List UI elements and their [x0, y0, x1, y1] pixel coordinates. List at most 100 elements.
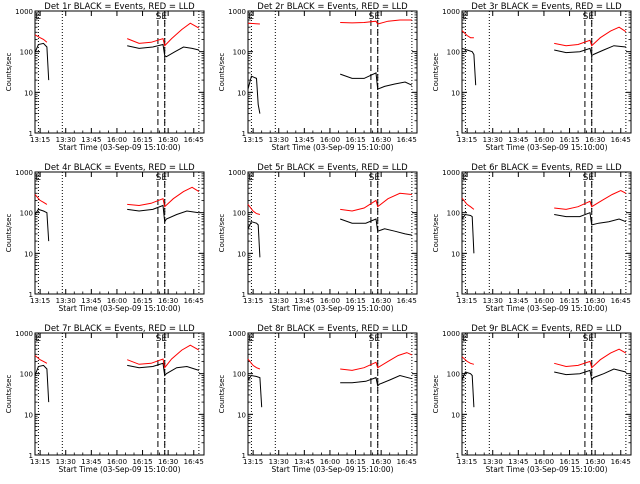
x-tick-label: 16:15	[345, 136, 365, 144]
x-tick-label: 16:30	[158, 458, 178, 466]
x-tick-label: 13:15	[243, 297, 263, 305]
x-tick-label: 13:15	[30, 458, 50, 466]
y-tick-label: 100	[20, 210, 33, 218]
lld-series-line	[247, 204, 261, 215]
x-tick-label: 16:00	[534, 136, 554, 144]
events-series-line	[554, 368, 627, 382]
detector-chart-9: Det 9r BLACK = Events, RED = LLD 1 10 100 10…	[432, 324, 632, 474]
events-series-line	[34, 364, 50, 403]
events-series-line	[247, 374, 263, 408]
events-series-line	[127, 43, 200, 58]
chart-title: Det 7r BLACK = Events, RED = LLD	[44, 324, 195, 334]
events-series-line	[340, 72, 413, 90]
x-tick-label: 16:00	[107, 297, 127, 305]
y-tick-label: 100	[447, 49, 460, 57]
x-tick-label: 16:45	[184, 458, 204, 466]
e-marker-label: E	[462, 334, 468, 344]
lld-series-line	[340, 192, 412, 212]
events-series-line	[461, 371, 475, 408]
x-axis-label: Start Time (03-Sep-09 15:10:00)	[486, 304, 608, 313]
x-tick-label: 13:30	[269, 297, 289, 305]
y-tick-label: 10	[237, 411, 246, 419]
y-axis-label: Counts/sec	[5, 53, 13, 92]
lld-series-line	[554, 189, 627, 210]
e-marker-label: E	[248, 173, 254, 183]
y-axis-label: Counts/sec	[218, 53, 226, 92]
y-tick-label: 10	[451, 250, 460, 258]
x-tick-label: 13:15	[243, 458, 263, 466]
lld-series-line	[461, 30, 474, 39]
lld-series-line	[34, 34, 48, 43]
x-tick-label: 13:30	[56, 458, 76, 466]
x-tick-label: 16:00	[320, 458, 340, 466]
y-tick-label: 10	[451, 411, 460, 419]
events-series-line	[127, 362, 200, 377]
y-tick-label: 1	[456, 452, 460, 460]
x-tick-label: 16:30	[585, 458, 605, 466]
e-marker-label: E	[248, 334, 254, 344]
lld-series-line	[34, 355, 48, 364]
y-tick-label: 100	[233, 49, 246, 57]
x-tick-label: 16:00	[534, 297, 554, 305]
se-marker-label: SE	[156, 334, 168, 344]
x-tick-label: 13:45	[508, 458, 528, 466]
lld-series-line	[461, 197, 475, 210]
y-tick-label: 1000	[228, 330, 246, 338]
y-tick-label: 100	[233, 210, 246, 218]
x-tick-label: 16:15	[345, 297, 365, 305]
chart-title: Det 4r BLACK = Events, RED = LLD	[44, 163, 195, 173]
x-tick-label: 16:45	[611, 136, 631, 144]
e-marker-label: E	[35, 334, 41, 344]
x-tick-label: 16:00	[107, 136, 127, 144]
detector-chart-6: Det 6r BLACK = Events, RED = LLD 1 10 100 10…	[432, 163, 632, 313]
x-tick-label: 16:00	[320, 297, 340, 305]
x-tick-label: 16:30	[371, 136, 391, 144]
y-tick-label: 1	[456, 291, 460, 299]
x-tick-label: 13:45	[294, 136, 314, 144]
x-axis-label: Start Time (03-Sep-09 15:10:00)	[59, 143, 181, 152]
x-tick-label: 13:30	[269, 458, 289, 466]
se-marker-label: SE	[583, 334, 595, 344]
chart-title: Det 1r BLACK = Events, RED = LLD	[44, 2, 195, 12]
y-axis-label: Counts/sec	[5, 214, 13, 253]
y-tick-label: 10	[24, 89, 33, 97]
x-tick-label: 16:00	[320, 136, 340, 144]
y-tick-label: 100	[233, 371, 246, 379]
x-tick-label: 16:00	[107, 458, 127, 466]
x-tick-label: 16:30	[158, 136, 178, 144]
plot-frame	[247, 10, 418, 134]
x-tick-label: 16:00	[534, 458, 554, 466]
se-marker-label: SE	[369, 12, 381, 22]
y-tick-label: 1000	[15, 169, 33, 177]
y-tick-label: 1000	[228, 169, 246, 177]
x-tick-label: 13:45	[294, 458, 314, 466]
x-tick-label: 13:30	[56, 297, 76, 305]
x-tick-label: 13:15	[457, 136, 477, 144]
e-marker-label: E	[462, 12, 468, 22]
x-tick-label: 13:45	[81, 297, 101, 305]
x-tick-label: 13:45	[294, 297, 314, 305]
events-series-line	[461, 213, 475, 254]
y-tick-label: 1	[242, 452, 246, 460]
x-tick-label: 16:15	[132, 136, 152, 144]
plot-frame	[247, 171, 418, 295]
x-tick-label: 16:45	[184, 136, 204, 144]
y-tick-label: 1000	[15, 8, 33, 16]
x-tick-label: 16:30	[158, 297, 178, 305]
chart-title: Det 9r BLACK = Events, RED = LLD	[471, 324, 622, 334]
y-tick-label: 1	[456, 130, 460, 138]
y-axis-label: Counts/sec	[432, 214, 440, 253]
plot-frame	[461, 10, 632, 134]
y-tick-label: 100	[447, 210, 460, 218]
x-axis-label: Start Time (03-Sep-09 15:10:00)	[59, 304, 181, 313]
e-marker-label: E	[248, 12, 254, 22]
y-tick-label: 10	[24, 411, 33, 419]
x-tick-label: 16:15	[559, 297, 579, 305]
x-tick-label: 13:45	[508, 136, 528, 144]
x-tick-label: 16:45	[184, 297, 204, 305]
x-tick-label: 16:15	[132, 458, 152, 466]
events-series-line	[340, 218, 412, 236]
chart-title: Det 2r BLACK = Events, RED = LLD	[257, 2, 408, 12]
x-tick-label: 16:30	[585, 136, 605, 144]
x-tick-label: 13:45	[508, 297, 528, 305]
